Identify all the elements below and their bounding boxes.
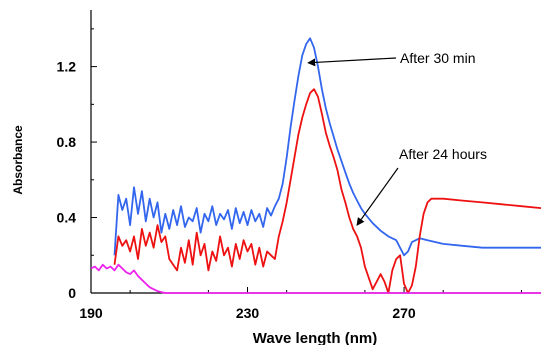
y-tick-label: 0 (68, 285, 76, 301)
series-line-30min (113, 37, 541, 257)
y-tick-label: 1.2 (57, 59, 77, 75)
x-axis-title: Wave length (nm) (253, 330, 377, 345)
x-tick-label: 230 (236, 305, 260, 321)
series-line-24h (113, 88, 542, 294)
tick-labels: 190 230 270 0 0.4 0.8 1.2 (57, 59, 416, 321)
y-tick-label: 0.8 (57, 134, 77, 150)
x-tick-label: 270 (392, 305, 416, 321)
y-axis-title: Absorbance (11, 125, 25, 195)
series-layer (90, 37, 542, 294)
x-tick-label: 190 (79, 305, 103, 321)
series-line-baseline (90, 263, 541, 294)
annotation-label: After 24 hours (399, 146, 487, 162)
annotation-arrow (307, 57, 397, 67)
annotation-label: After 30 min (400, 50, 475, 66)
annotations: After 30 min After 24 hours (307, 50, 487, 226)
y-tick-label: 0.4 (57, 210, 77, 226)
annotation-arrow (356, 167, 399, 226)
